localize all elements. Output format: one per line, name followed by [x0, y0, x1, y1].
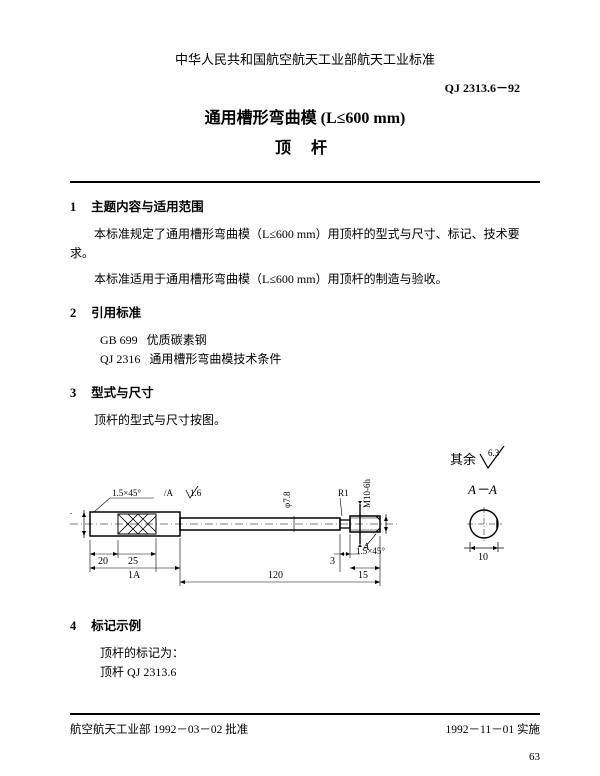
title-rule — [70, 181, 540, 183]
section-1-title: 主题内容与适用范围 — [91, 200, 204, 214]
section-4-head: 4 标记示例 — [70, 616, 540, 636]
label-surplus: 其余 — [450, 452, 476, 467]
label-d25: 25 — [128, 556, 138, 567]
ref-2: QJ 2316 通用槽形弯曲模技术条件 — [100, 350, 540, 369]
label-section: A－A — [467, 482, 497, 497]
label-d1a: 1A — [128, 570, 141, 581]
ref-2-code: QJ 2316 — [100, 352, 140, 366]
technical-diagram: 其余 6.3 A－A 10 A φ14d11 1.5×45° /A 1.6 — [70, 446, 540, 596]
footer-implement: 1992－11－01 实施 — [446, 721, 540, 739]
section-1-num: 1 — [70, 197, 88, 217]
section-1-p2: 本标准适用于通用槽形弯曲模（L≤600 mm）用顶杆的制造与验收。 — [70, 270, 540, 289]
label-d15: 15 — [358, 570, 368, 581]
label-marks: /A — [164, 488, 174, 498]
ref-1-name: 优质碳素钢 — [147, 333, 207, 347]
section-4-p1: 顶杆的标记为： — [100, 644, 540, 663]
label-d14: φ14d11 — [70, 489, 72, 516]
ref-1-code: GB 699 — [100, 333, 138, 347]
section-4-title: 标记示例 — [91, 619, 141, 633]
footer-approve: 航空航天工业部 1992－03－02 批准 — [70, 721, 248, 739]
section-3-head: 3 型式与尺寸 — [70, 383, 540, 403]
label-d120: 120 — [268, 570, 283, 581]
section-1-head: 1 主题内容与适用范围 — [70, 197, 540, 217]
document-subtitle: 顶 杆 — [70, 136, 540, 162]
section-2-num: 2 — [70, 303, 88, 323]
label-roughness: 6.3 — [488, 448, 500, 458]
label-d3: 3 — [330, 556, 335, 567]
label-chamfer2: 1.5×45° — [356, 546, 385, 556]
label-d20: 20 — [98, 556, 108, 567]
section-4-num: 4 — [70, 616, 88, 636]
footer-rule — [70, 713, 540, 715]
section-3-num: 3 — [70, 383, 88, 403]
label-d10: 10 — [478, 552, 488, 563]
document-code: QJ 2313.6－92 — [70, 79, 540, 98]
section-1-p1: 本标准规定了通用槽形弯曲模（L≤600 mm）用顶杆的型式与尺寸、标记、技术要求… — [70, 225, 540, 263]
section-2-head: 2 引用标准 — [70, 303, 540, 323]
ref-1: GB 699 优质碳素钢 — [100, 331, 540, 350]
section-3-p1: 顶杆的型式与尺寸按图。 — [70, 411, 540, 430]
page-number: 63 — [70, 749, 540, 767]
footer-row: 航空航天工业部 1992－03－02 批准 1992－11－01 实施 — [70, 721, 540, 739]
document-title: 通用槽形弯曲模 (L≤600 mm) — [70, 106, 540, 132]
label-chamfer1: 1.5×45° — [112, 488, 141, 498]
ref-2-name: 通用槽形弯曲模技术条件 — [149, 352, 281, 366]
section-4-p2: 顶杆 QJ 2313.6 — [100, 663, 540, 682]
section-2-title: 引用标准 — [91, 306, 141, 320]
section-3-title: 型式与尺寸 — [91, 386, 154, 400]
label-r1: R1 — [338, 488, 349, 498]
header-organization: 中华人民共和国航空航天工业部航天工业标准 — [70, 50, 540, 71]
label-phi78: φ7.8 — [282, 491, 292, 508]
label-thread: M10-6h — [362, 479, 372, 508]
